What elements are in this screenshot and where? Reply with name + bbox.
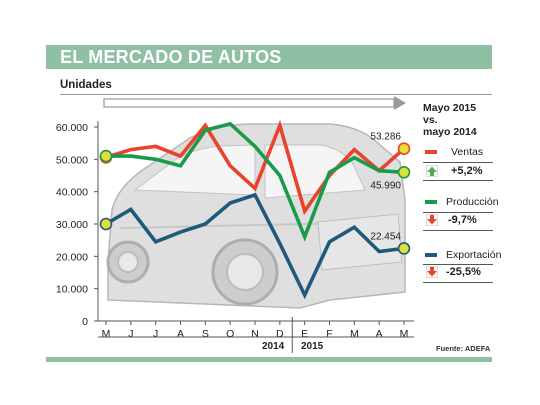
y-tick-label: 30.000 bbox=[56, 219, 88, 231]
y-tick-label: 50.000 bbox=[56, 154, 88, 166]
legend-title: Mayo 2015 vs. mayo 2014 bbox=[423, 102, 477, 138]
x-tick-label: A bbox=[376, 328, 383, 340]
exportacion-legend-swatch bbox=[425, 253, 437, 257]
legend-pct-ventas: +5,2% bbox=[451, 165, 483, 177]
car-background-illustration bbox=[106, 123, 406, 309]
legend-title-line: vs. bbox=[423, 114, 438, 126]
produccion-legend-swatch bbox=[425, 200, 437, 204]
y-tick-label: 10.000 bbox=[56, 284, 88, 296]
ventas-legend-swatch bbox=[425, 150, 437, 154]
page-title: EL MERCADO DE AUTOS bbox=[60, 47, 282, 67]
legend-separator bbox=[423, 180, 493, 181]
x-tick-label: M bbox=[102, 328, 111, 340]
x-tick-label: A bbox=[177, 328, 184, 340]
legend-separator bbox=[423, 230, 493, 231]
endpoint-marker bbox=[397, 165, 411, 179]
x-tick-label: O bbox=[226, 328, 234, 340]
timeline-arrow bbox=[103, 96, 406, 110]
series-line-ventas bbox=[105, 119, 406, 216]
units-divider bbox=[60, 94, 492, 95]
y-tick-label: 20.000 bbox=[56, 251, 88, 263]
endpoint-marker bbox=[397, 242, 411, 255]
x-tick-label: E bbox=[301, 328, 308, 340]
units-label: Unidades bbox=[60, 79, 112, 91]
x-tick-label: J bbox=[153, 328, 158, 340]
y-tick-label: 60.000 bbox=[56, 122, 88, 134]
legend-name-produccion: Producción bbox=[446, 196, 499, 208]
x-tick-label: M bbox=[400, 328, 409, 340]
endpoint-marker bbox=[397, 142, 411, 156]
y-tick-label: 0 bbox=[82, 316, 88, 328]
legend-pct-exportacion: -25,5% bbox=[446, 266, 481, 278]
x-tick-label: S bbox=[202, 328, 209, 340]
value-annotation: 45.990 bbox=[370, 180, 401, 191]
value-annotation: 22.454 bbox=[370, 231, 401, 242]
series-line-producción bbox=[106, 121, 405, 242]
year-label-2015: 2015 bbox=[301, 341, 324, 352]
value-annotation: 53.286 bbox=[370, 132, 401, 143]
series-line-exportación bbox=[105, 192, 405, 300]
legend-title-line: mayo 2014 bbox=[423, 126, 477, 138]
legend-name-ventas: Ventas bbox=[451, 146, 484, 158]
x-tick-label: N bbox=[251, 328, 259, 340]
legend-title-line: Mayo 2015 bbox=[423, 102, 477, 114]
legend-separator bbox=[423, 212, 493, 213]
legend-separator bbox=[423, 162, 493, 163]
x-tick-label: F bbox=[326, 328, 332, 340]
endpoint-marker bbox=[99, 217, 113, 231]
arrow-down-icon bbox=[426, 266, 438, 278]
y-tick-label: 40.000 bbox=[56, 187, 88, 199]
arrow-up-icon bbox=[426, 165, 438, 177]
header-bar bbox=[46, 45, 492, 69]
legend-pct-produccion: -9,7% bbox=[448, 214, 477, 226]
source-note: Fuente: ADEFA bbox=[436, 344, 491, 353]
legend-separator bbox=[423, 264, 493, 265]
endpoint-marker bbox=[99, 149, 113, 163]
x-tick-label: M bbox=[350, 328, 359, 340]
legend-separator bbox=[423, 282, 493, 283]
legend-name-exportacion: Exportación bbox=[446, 249, 502, 261]
x-tick-label: D bbox=[276, 328, 284, 340]
arrow-down-icon bbox=[426, 214, 438, 226]
bottom-bar bbox=[46, 357, 492, 362]
year-label-2014: 2014 bbox=[262, 341, 285, 352]
x-tick-label: J bbox=[128, 328, 133, 340]
